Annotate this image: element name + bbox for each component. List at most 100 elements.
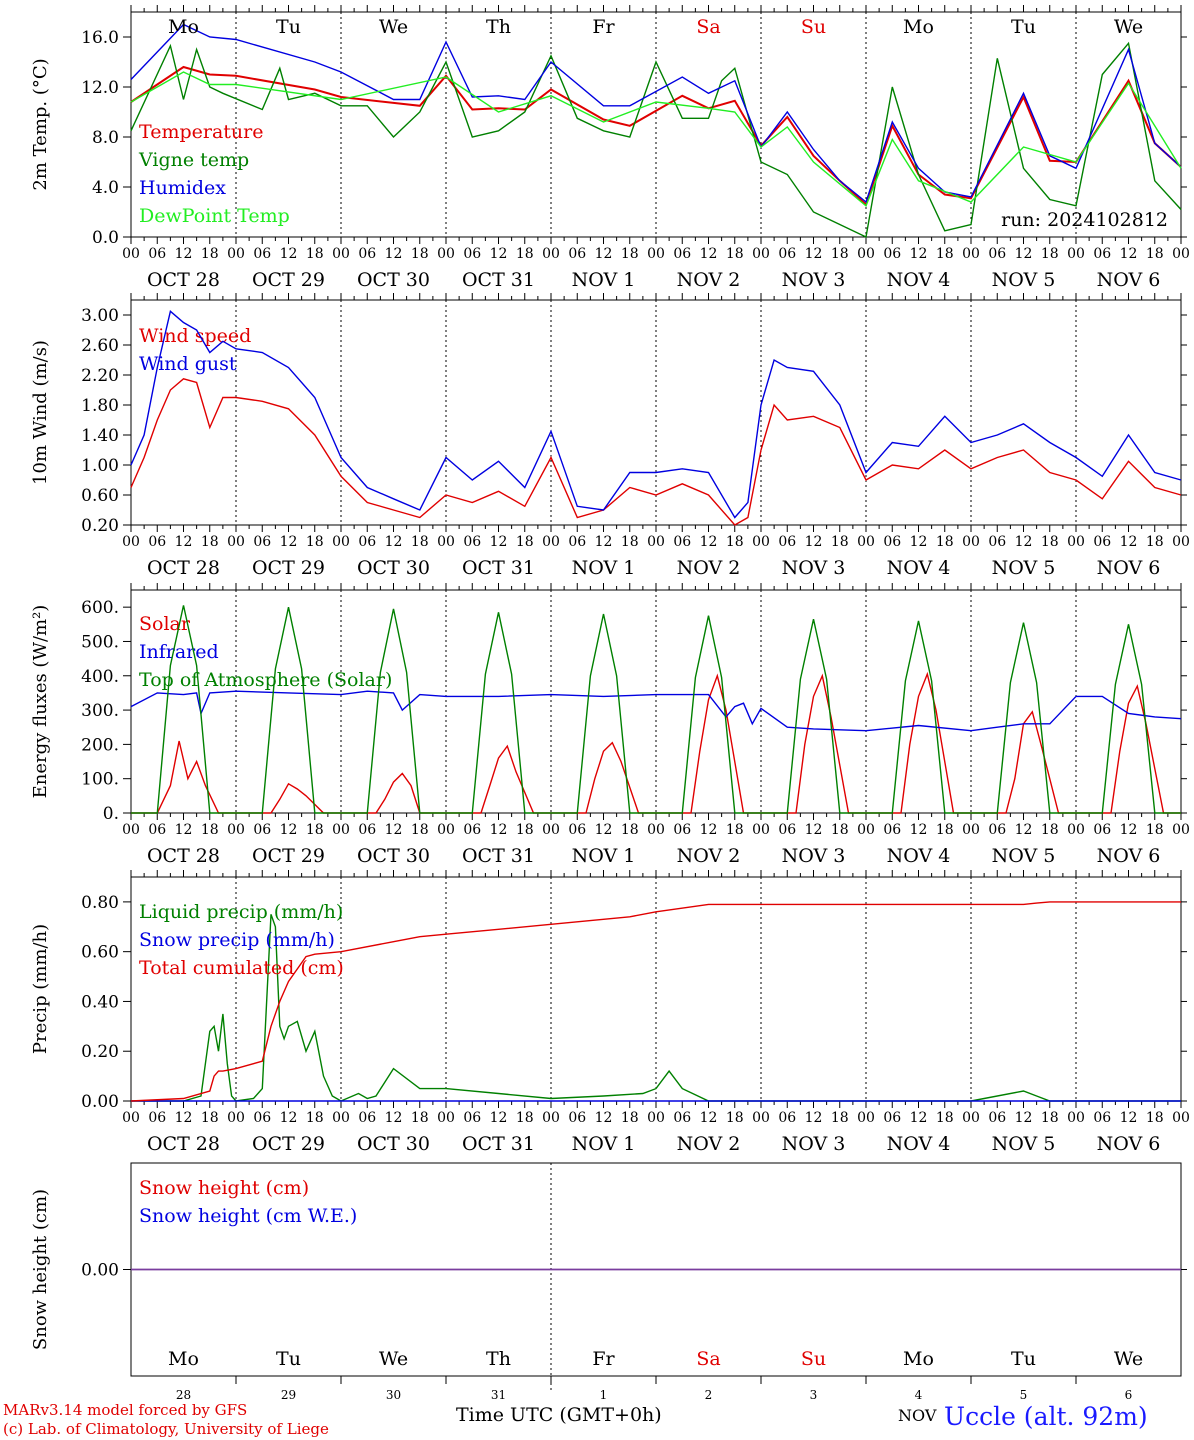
date-label: OCT 28 <box>147 557 220 579</box>
hour-tick-label: 12 <box>595 1110 613 1126</box>
hour-tick-label: 06 <box>1093 1110 1111 1126</box>
hour-tick-label: 00 <box>1172 1110 1190 1126</box>
panel-3-legend-red: Total cumulated (cm) <box>139 957 344 979</box>
hour-tick-label: 06 <box>148 534 166 550</box>
hour-tick-label: 06 <box>1093 246 1111 262</box>
date-label: NOV 5 <box>992 845 1056 867</box>
panel-2-ytick-label: 500. <box>81 632 119 652</box>
panel-1-legend-red: Wind speed <box>139 325 251 347</box>
date-label: NOV 1 <box>572 557 636 579</box>
date-label: OCT 28 <box>147 269 220 291</box>
hour-tick-label: 06 <box>358 534 376 550</box>
snow-day-label: Mo <box>903 1348 934 1370</box>
hour-tick-label: 18 <box>1041 822 1059 838</box>
month-label: NOV <box>898 1406 937 1425</box>
hour-tick-label: 00 <box>542 1110 560 1126</box>
day-label: Tu <box>1011 16 1036 38</box>
hour-tick-label: 18 <box>831 822 849 838</box>
hour-tick-label: 12 <box>910 534 928 550</box>
hour-tick-label: 06 <box>988 246 1006 262</box>
date-label: OCT 28 <box>147 845 220 867</box>
hour-tick-label: 18 <box>726 1110 744 1126</box>
hour-tick-label: 12 <box>385 246 403 262</box>
panel-1-ytick-label: 1.80 <box>81 396 119 416</box>
hour-tick-label: 00 <box>332 246 350 262</box>
hour-tick-label: 00 <box>1172 246 1190 262</box>
snow-day-label: Th <box>486 1348 511 1370</box>
hour-tick-label: 00 <box>962 534 980 550</box>
date-label: OCT 30 <box>357 269 430 291</box>
panel-0-legend-lightgreen: DewPoint Temp <box>139 205 290 227</box>
date-label: OCT 31 <box>462 269 535 291</box>
date-label: NOV 3 <box>782 1133 846 1155</box>
hour-tick-label: 00 <box>1067 1110 1085 1126</box>
lab-credit: (c) Lab. of Climatology, University of L… <box>3 1420 329 1438</box>
hour-tick-label: 00 <box>647 1110 665 1126</box>
hour-tick-label: 12 <box>175 246 193 262</box>
date-label: NOV 2 <box>677 1133 741 1155</box>
model-credit: MARv3.14 model forced by GFS <box>3 1401 248 1419</box>
panel-3-legend-blue: Snow precip (mm/h) <box>139 929 335 951</box>
hour-tick-label: 12 <box>1015 246 1033 262</box>
hour-tick-label: 06 <box>463 822 481 838</box>
panel-2-ytick-label: 200. <box>81 735 119 755</box>
panel-0-ytick-label: 4.0 <box>92 178 119 198</box>
hour-tick-label: 06 <box>778 822 796 838</box>
hour-tick-label: 00 <box>647 246 665 262</box>
panel-2-legend-red: Solar <box>139 613 191 635</box>
panel-1-ytick-label: 3.00 <box>81 306 119 326</box>
panel-0-ytick-label: 0.0 <box>92 228 119 248</box>
snow-date-number: 29 <box>281 1388 296 1402</box>
panel-1-ytick-label: 0.20 <box>81 516 119 536</box>
panel-1-series-red <box>130 378 1182 526</box>
day-label: Su <box>801 16 826 38</box>
hour-tick-label: 18 <box>201 534 219 550</box>
hour-tick-label: 00 <box>962 246 980 262</box>
hour-tick-label: 18 <box>201 1110 219 1126</box>
date-label: NOV 6 <box>1097 1133 1161 1155</box>
hour-tick-label: 06 <box>568 822 586 838</box>
date-label: NOV 2 <box>677 845 741 867</box>
hour-tick-label: 06 <box>1093 534 1111 550</box>
hour-tick-label: 18 <box>936 1110 954 1126</box>
panel-1-ylabel: 10m Wind (m/s) <box>30 340 51 485</box>
panel-1-ytick-label: 1.00 <box>81 456 119 476</box>
panel-3-ytick-label: 0.80 <box>81 893 119 913</box>
snow-date-number: 4 <box>915 1388 923 1402</box>
snow-day-label: Tu <box>1011 1348 1036 1370</box>
hour-tick-label: 12 <box>385 822 403 838</box>
day-label: We <box>379 16 408 38</box>
date-label: OCT 30 <box>357 845 430 867</box>
hour-tick-label: 18 <box>936 822 954 838</box>
hour-tick-label: 18 <box>1146 1110 1164 1126</box>
hour-tick-label: 18 <box>411 822 429 838</box>
hour-tick-label: 06 <box>568 1110 586 1126</box>
hour-tick-label: 06 <box>148 1110 166 1126</box>
panel-0-ytick-label: 8.0 <box>92 128 119 148</box>
snow-day-label: Su <box>801 1348 826 1370</box>
hour-tick-label: 12 <box>910 822 928 838</box>
hour-tick-label: 12 <box>175 822 193 838</box>
hour-tick-label: 00 <box>542 822 560 838</box>
hour-tick-label: 12 <box>595 822 613 838</box>
date-label: OCT 29 <box>252 269 325 291</box>
day-label: Mo <box>168 16 199 38</box>
hour-tick-label: 18 <box>726 534 744 550</box>
hour-tick-label: 06 <box>463 246 481 262</box>
date-label: OCT 30 <box>357 557 430 579</box>
hour-tick-label: 18 <box>516 822 534 838</box>
hour-tick-label: 06 <box>253 246 271 262</box>
hour-tick-label: 06 <box>883 1110 901 1126</box>
hour-tick-label: 00 <box>542 246 560 262</box>
snow-date-number: 30 <box>386 1388 401 1402</box>
hour-tick-label: 06 <box>778 246 796 262</box>
panel-2-ytick-label: 100. <box>81 770 119 790</box>
hour-tick-label: 18 <box>621 1110 639 1126</box>
panel-0-legend-blue: Humidex <box>139 177 226 199</box>
hour-tick-label: 18 <box>516 1110 534 1126</box>
snow-date-number: 1 <box>600 1388 608 1402</box>
panel-4-legend-red: Snow height (cm) <box>139 1177 309 1199</box>
hour-tick-label: 18 <box>306 822 324 838</box>
hour-tick-label: 12 <box>805 246 823 262</box>
hour-tick-label: 00 <box>1067 534 1085 550</box>
